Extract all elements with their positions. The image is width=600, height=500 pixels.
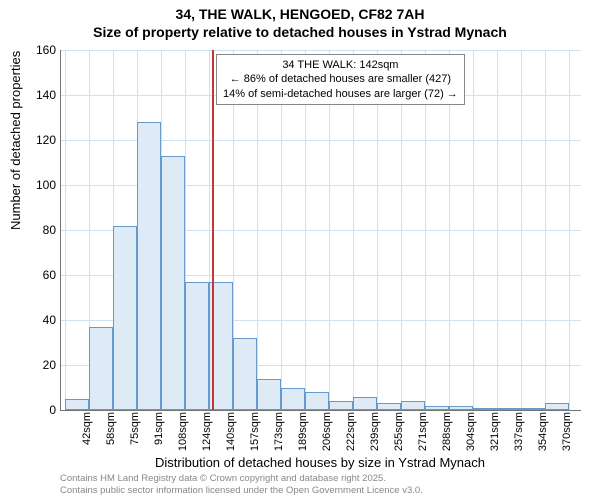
footnote-line2: Contains public sector information licen… bbox=[60, 485, 423, 496]
histogram-bar bbox=[89, 327, 113, 410]
x-tick-label: 239sqm bbox=[369, 412, 381, 451]
y-tick-label: 100 bbox=[16, 178, 56, 192]
y-tick-label: 140 bbox=[16, 88, 56, 102]
x-tick-label: 173sqm bbox=[273, 412, 285, 451]
x-tick-label: 370sqm bbox=[561, 412, 573, 451]
histogram-bar bbox=[185, 282, 209, 410]
y-tick-label: 40 bbox=[16, 313, 56, 327]
x-tick-label: 271sqm bbox=[417, 412, 429, 451]
histogram-bar bbox=[425, 406, 449, 411]
x-tick-label: 206sqm bbox=[321, 412, 333, 451]
x-tick-label: 189sqm bbox=[297, 412, 309, 451]
x-tick-label: 157sqm bbox=[249, 412, 261, 451]
gridline-vertical bbox=[569, 50, 570, 410]
gridline-vertical bbox=[521, 50, 522, 410]
y-tick-label: 20 bbox=[16, 358, 56, 372]
x-tick-label: 58sqm bbox=[105, 412, 117, 445]
gridline-vertical bbox=[497, 50, 498, 410]
histogram-bar bbox=[449, 406, 473, 411]
histogram-bar bbox=[473, 408, 497, 410]
footnote-line1: Contains HM Land Registry data © Crown c… bbox=[60, 473, 386, 484]
x-tick-label: 75sqm bbox=[129, 412, 141, 445]
property-info-box: 34 THE WALK: 142sqm← 86% of detached hou… bbox=[216, 54, 465, 105]
chart-title-line1: 34, THE WALK, HENGOED, CF82 7AH bbox=[0, 6, 600, 22]
x-tick-label: 255sqm bbox=[393, 412, 405, 451]
histogram-bar bbox=[137, 122, 161, 410]
histogram-bar bbox=[113, 226, 137, 411]
histogram-bar bbox=[545, 403, 569, 410]
histogram-bar bbox=[257, 379, 281, 411]
histogram-bar bbox=[161, 156, 185, 410]
gridline-vertical bbox=[473, 50, 474, 410]
y-tick-label: 80 bbox=[16, 223, 56, 237]
infobox-line3: 14% of semi-detached houses are larger (… bbox=[223, 87, 458, 101]
y-tick-label: 160 bbox=[16, 43, 56, 57]
histogram-bar bbox=[329, 401, 353, 410]
x-tick-label: 140sqm bbox=[225, 412, 237, 451]
histogram-bar bbox=[233, 338, 257, 410]
infobox-line2: ← 86% of detached houses are smaller (42… bbox=[223, 72, 458, 86]
histogram-bar bbox=[521, 408, 545, 410]
histogram-bar bbox=[65, 399, 89, 410]
x-axis-label: Distribution of detached houses by size … bbox=[60, 455, 580, 470]
histogram-bar bbox=[377, 403, 401, 410]
x-tick-label: 42sqm bbox=[81, 412, 93, 445]
x-tick-label: 321sqm bbox=[489, 412, 501, 451]
histogram-bar bbox=[401, 401, 425, 410]
y-tick-label: 120 bbox=[16, 133, 56, 147]
chart-title-line2: Size of property relative to detached ho… bbox=[0, 24, 600, 40]
x-tick-label: 91sqm bbox=[153, 412, 165, 445]
x-tick-label: 337sqm bbox=[513, 412, 525, 451]
gridline-vertical bbox=[65, 50, 66, 410]
x-tick-label: 304sqm bbox=[465, 412, 477, 451]
x-tick-label: 124sqm bbox=[201, 412, 213, 451]
y-tick-label: 0 bbox=[16, 403, 56, 417]
x-tick-label: 354sqm bbox=[537, 412, 549, 451]
property-marker-line bbox=[212, 50, 214, 410]
y-tick-label: 60 bbox=[16, 268, 56, 282]
plot-area: 02040608010012014016042sqm58sqm75sqm91sq… bbox=[60, 50, 581, 411]
infobox-line1: 34 THE WALK: 142sqm bbox=[223, 58, 458, 72]
histogram-bar bbox=[281, 388, 305, 411]
x-tick-label: 222sqm bbox=[345, 412, 357, 451]
gridline-horizontal bbox=[61, 50, 581, 51]
histogram-bar bbox=[353, 397, 377, 411]
x-tick-label: 288sqm bbox=[441, 412, 453, 451]
x-tick-label: 108sqm bbox=[177, 412, 189, 451]
histogram-bar bbox=[305, 392, 329, 410]
gridline-vertical bbox=[545, 50, 546, 410]
histogram-bar bbox=[497, 408, 521, 410]
